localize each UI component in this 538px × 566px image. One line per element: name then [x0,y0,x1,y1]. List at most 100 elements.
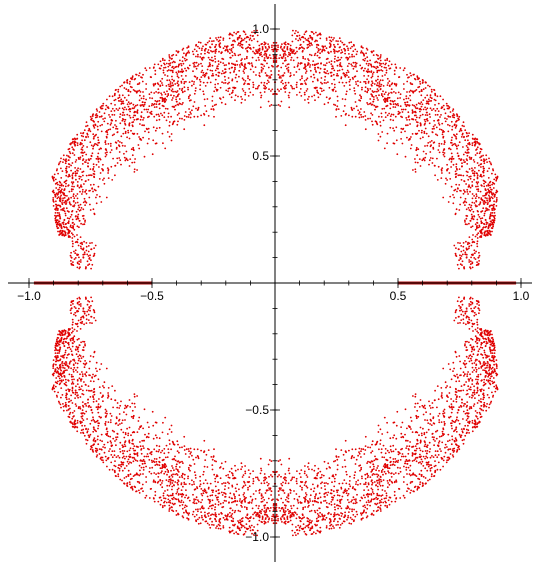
data-point [62,161,64,164]
data-point [279,105,282,107]
data-point [92,137,95,140]
data-point [296,65,299,68]
data-point [352,50,355,52]
data-point [307,37,310,40]
data-point [58,375,60,378]
data-point [109,142,112,145]
data-point [71,176,74,179]
data-point [380,65,383,68]
data-point [202,45,204,48]
data-point [423,432,426,434]
data-point [232,86,235,89]
data-point [118,469,121,472]
data-point [314,68,316,71]
data-point [214,494,217,497]
data-point [422,465,425,467]
data-point [73,235,76,238]
data-point [132,431,135,433]
data-point [209,482,212,485]
data-point [95,400,98,403]
data-point [211,64,214,67]
data-point [168,478,171,481]
data-point [485,207,487,210]
data-point [282,489,285,492]
data-point [219,86,222,89]
data-point [67,197,70,200]
data-point [101,123,103,126]
data-point [163,497,165,500]
data-point [375,94,377,97]
data-point [200,515,203,517]
data-point [221,506,224,509]
data-point [491,366,494,369]
data-point [317,514,320,517]
data-point [71,146,74,149]
data-point [363,453,366,455]
data-point [205,72,207,75]
data-point [486,199,489,202]
data-point [129,406,132,408]
data-point [355,483,357,485]
data-point [135,73,137,76]
data-point [371,483,373,486]
data-point [252,493,255,495]
data-point [466,373,469,375]
data-point [414,161,417,164]
data-point [60,355,62,357]
data-point [489,197,492,200]
data-point [298,495,301,498]
data-point [443,421,446,423]
data-point [96,114,99,117]
data-point [192,493,194,496]
data-point [184,67,186,70]
data-point [93,437,96,439]
data-point [80,148,83,151]
data-point [185,69,188,72]
data-point [62,209,65,212]
data-point [70,164,72,167]
data-point [471,347,474,349]
data-point [383,107,386,110]
data-point [450,166,452,168]
data-point [81,349,84,351]
data-point [419,83,422,85]
data-point [384,490,386,492]
data-point [72,140,74,143]
data-point [93,176,96,179]
data-point [367,89,370,92]
data-point [348,114,350,117]
data-point [130,434,132,437]
data-point [355,65,357,68]
data-point [491,183,493,186]
data-point [58,343,61,346]
data-point [299,485,302,488]
data-point [255,515,257,517]
data-point [409,94,411,97]
data-point [171,502,174,505]
data-point [121,119,124,122]
data-point [408,118,411,121]
data-point [308,95,310,98]
data-point [275,513,278,516]
data-point [358,447,361,450]
data-point [491,209,494,212]
data-point [369,446,372,449]
data-point [118,157,121,159]
data-point [70,226,73,229]
data-point [469,344,472,347]
data-point [194,89,197,92]
data-point [219,477,222,480]
data-point [141,439,144,442]
data-point [403,496,406,499]
data-point [176,474,179,476]
data-point [189,116,192,119]
data-point [81,401,84,403]
data-point [169,481,172,483]
data-point [60,232,63,235]
data-point [428,450,431,453]
data-point [268,510,271,512]
data-point [210,456,213,458]
data-point [270,73,273,76]
data-point [417,86,419,89]
data-point [105,135,108,138]
